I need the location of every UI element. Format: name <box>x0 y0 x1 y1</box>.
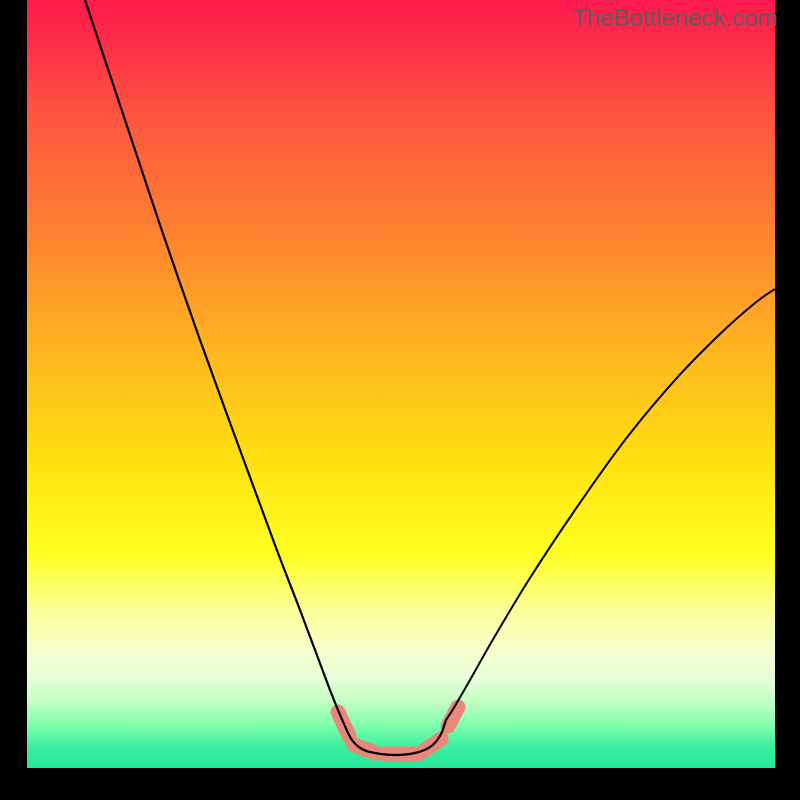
curve-left <box>85 0 344 724</box>
curve-right <box>446 289 775 720</box>
bottom-marker-segments <box>338 707 458 754</box>
chart-stage: TheBottleneck.com <box>0 0 800 800</box>
watermark-text: TheBottleneck.com <box>573 5 778 33</box>
bottleneck-curve-plot <box>0 0 800 800</box>
